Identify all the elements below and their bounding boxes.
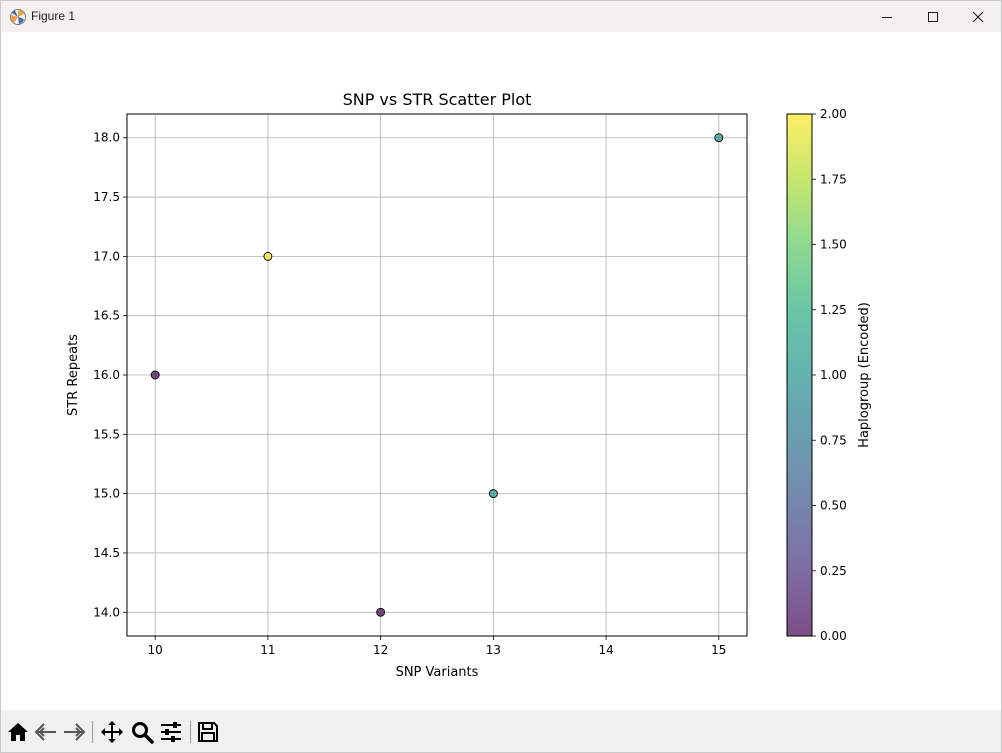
zoom-button[interactable] [129,719,155,745]
colorbar-tick-label: 1.75 [820,172,847,186]
save-button[interactable] [195,719,221,745]
scatter-point [263,251,273,261]
colorbar-tick-label: 2.00 [820,107,847,121]
scatter-point [376,607,386,617]
y-tick-label: 14.5 [93,546,120,560]
move-icon [101,721,123,743]
colorbar-tick-label: 1.25 [820,303,847,317]
maximize-icon [928,11,938,22]
scatter-points [150,133,724,617]
window-title: Figure 1 [31,9,76,23]
colorbar-tick-label: 1.50 [820,238,847,252]
grid-lines [127,114,747,636]
scatter-point [488,489,498,499]
colorbar-tick-label: 0.50 [820,499,847,513]
matplotlib-app-icon [10,9,26,25]
x-tick-label: 12 [373,643,388,657]
colorbar-ticks: 0.00 0.25 0.50 0.75 1.00 1.25 1.50 1.75 2.00 [812,107,847,643]
y-axis-label: STR Repeats [66,334,81,416]
x-tick-label: 10 [148,643,163,657]
home-icon [8,723,28,741]
x-tick-label: 14 [598,643,613,657]
home-button[interactable] [5,719,31,745]
save-icon [198,722,218,742]
y-tick-label: 15.0 [93,487,120,501]
colorbar-label: Haplogroup (Encoded) [857,302,872,448]
y-axis-ticks: 14.0 14.5 15.0 15.5 16.0 16.5 17.0 17.5 18.0 [93,131,127,619]
maximize-button[interactable] [910,1,956,32]
close-icon [972,11,984,22]
chart-title: SNP vs STR Scatter Plot [343,90,532,109]
x-tick-label: 15 [711,643,726,657]
back-arrow-icon [34,723,56,741]
x-axis-label: SNP Variants [396,665,479,680]
x-tick-label: 11 [260,643,275,657]
minimize-button[interactable] [864,1,910,32]
y-tick-label: 15.5 [93,427,120,441]
y-tick-label: 16.0 [93,368,120,382]
y-tick-label: 17.5 [93,190,120,204]
y-tick-label: 17.0 [93,249,120,263]
scatter-point [714,133,724,143]
colorbar-tick-label: 0.75 [820,433,847,447]
toolbar-separator [190,721,191,743]
scatter-point [150,370,160,380]
x-tick-label: 13 [486,643,501,657]
forward-button[interactable] [61,719,87,745]
back-button[interactable] [33,719,59,745]
configure-subplots-button[interactable] [158,719,184,745]
colorbar-tick-label: 0.25 [820,564,847,578]
close-button[interactable] [955,1,1001,32]
y-tick-label: 18.0 [93,131,120,145]
forward-arrow-icon [64,723,86,741]
y-tick-label: 14.0 [93,605,120,619]
zoom-icon [132,722,154,744]
scatter-chart: SNP vs STR Scatter Plot 10 11 12 13 14 15 14.… [66,90,872,680]
x-axis-ticks: 10 11 12 13 14 15 [148,636,726,657]
colorbar-tick-label: 1.00 [820,368,847,382]
toolbar-separator [92,721,93,743]
navigation-toolbar [1,710,1001,752]
figure-canvas[interactable]: SNP vs STR Scatter Plot 10 11 12 13 14 15 14.… [1,32,1001,710]
title-bar[interactable]: Figure 1 [1,1,1001,32]
sliders-icon [161,722,181,742]
pan-button[interactable] [99,719,125,745]
colorbar-tick-label: 0.00 [820,629,847,643]
colorbar-gradient [787,114,812,636]
y-tick-label: 16.5 [93,309,120,323]
minimize-icon [882,16,892,18]
